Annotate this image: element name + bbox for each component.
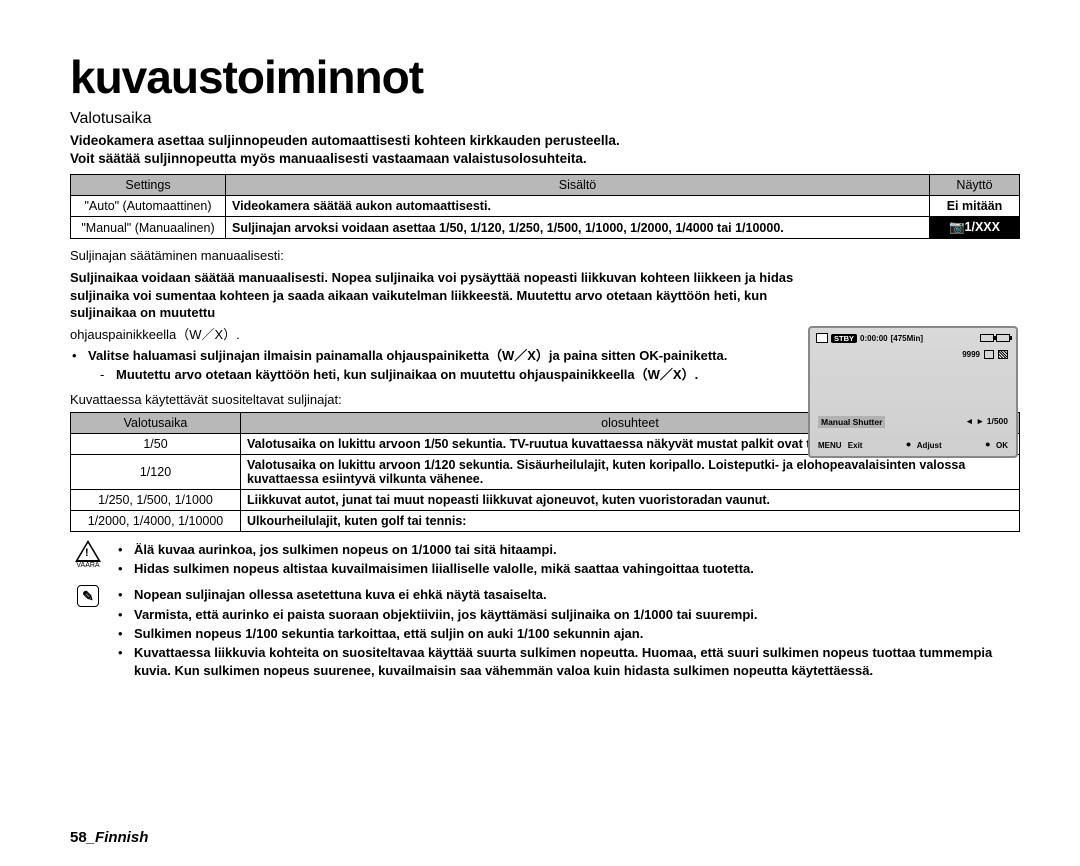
intro-line-2: Voit säätää suljinnopeutta myös manuaali…	[70, 151, 587, 166]
table-row: "Manual" (Manuaalinen) Suljinajan arvoks…	[71, 217, 1020, 239]
table-row: "Auto" (Automaattinen) Videokamera säätä…	[71, 196, 1020, 217]
note-block: ✎ •Nopean suljinajan ollessa asetettuna …	[70, 585, 1020, 681]
time-label: 0:00:00	[860, 334, 888, 343]
cell-shutter: 1/250, 1/500, 1/1000	[71, 490, 241, 511]
manual-mode-label: Manual Shutter	[818, 416, 885, 428]
page-title: kuvaustoiminnot	[70, 50, 1020, 104]
bullet-dot: •	[70, 347, 88, 365]
dash-icon: -	[100, 366, 116, 384]
paragraph: ohjauspainikkeella（W／X）.	[70, 326, 800, 344]
table-row: 1/2000, 1/4000, 1/10000 Ulkourheilulajit…	[71, 511, 1020, 532]
warning-item: Hidas sulkimen nopeus altistaa kuvailmai…	[134, 560, 1020, 578]
battery-icon	[980, 334, 1010, 342]
warning-label: VAARA	[76, 562, 99, 569]
cell-shutter: 1/2000, 1/4000, 1/10000	[71, 511, 241, 532]
shutter-value: ► 1/500	[976, 416, 1008, 426]
cell-display: Ei mitään	[930, 196, 1020, 217]
page-lang: Finnish	[95, 829, 148, 846]
joystick-icon: ⏺	[907, 440, 911, 450]
lcd-preview: STBY 0:00:00 [475Min] 9999 Manual Shutte…	[808, 326, 1018, 458]
page-footer: 58_Finnish	[70, 829, 148, 846]
remain-label: [475Min]	[891, 334, 923, 343]
paragraph: Suljinaikaa voidaan säätää manuaalisesti…	[70, 269, 800, 322]
page-number: 58	[70, 829, 87, 846]
subtitle: Valotusaika	[70, 110, 1020, 128]
card-icon	[984, 350, 994, 359]
cell-shutter: 1/120	[71, 455, 241, 490]
cell-setting: "Auto" (Automaattinen)	[71, 196, 226, 217]
th-content: Sisältö	[226, 175, 930, 196]
warning-icon: !	[75, 540, 101, 562]
sub-bullet-text: Muutettu arvo otetaan käyttöön heti, kun…	[116, 366, 800, 384]
table-header-row: Settings Sisältö Näyttö	[71, 175, 1020, 196]
cell-cond: Ulkourheilulajit, kuten golf tai tennis:	[241, 511, 1020, 532]
ok-icon: ⏺	[986, 440, 990, 450]
cell-shutter: 1/50	[71, 434, 241, 455]
th-shutter: Valotusaika	[71, 413, 241, 434]
film-icon	[816, 333, 828, 343]
table-row: 1/250, 1/500, 1/1000 Liikkuvat autot, ju…	[71, 490, 1020, 511]
settings-table: Settings Sisältö Näyttö "Auto" (Automaat…	[70, 174, 1020, 239]
note-item: Sulkimen nopeus 1/100 sekuntia tarkoitta…	[134, 625, 1020, 643]
cell-cond: Valotusaika on lukittu arvoon 1/120 seku…	[241, 455, 1020, 490]
count-label: 9999	[962, 350, 980, 359]
section-heading: Suljinajan säätäminen manuaalisesti:	[70, 247, 1020, 265]
exit-label: Exit	[848, 441, 863, 450]
warning-item: Älä kuvaa aurinkoa, jos sulkimen nopeus …	[134, 541, 1020, 559]
bullet-text: Valitse haluamasi suljinajan ilmaisin pa…	[88, 347, 800, 365]
note-item: Varmista, että aurinko ei paista suoraan…	[134, 606, 1020, 624]
menu-label: MENU	[818, 441, 842, 450]
stby-badge: STBY	[831, 334, 857, 343]
ok-label: OK	[996, 441, 1008, 450]
cell-setting: "Manual" (Manuaalinen)	[71, 217, 226, 239]
grid-icon	[998, 350, 1008, 359]
cell-cond: Liikkuvat autot, junat tai muut nopeasti…	[241, 490, 1020, 511]
intro-line-1: Videokamera asettaa suljinnopeuden autom…	[70, 133, 620, 148]
cell-content: Videokamera säätää aukon automaattisesti…	[226, 196, 930, 217]
th-display: Näyttö	[930, 175, 1020, 196]
manual-value: ◄ ► 1/500	[965, 416, 1008, 428]
note-icon: ✎	[77, 585, 99, 607]
adjust-label: Adjust	[917, 441, 942, 450]
cell-display-icon: 📷1/XXX	[930, 217, 1020, 239]
cell-content: Suljinajan arvoksi voidaan asettaa 1/50,…	[226, 217, 930, 239]
th-settings: Settings	[71, 175, 226, 196]
intro-text: Videokamera asettaa suljinnopeuden autom…	[70, 132, 1020, 168]
note-item: Nopean suljinajan ollessa asetettuna kuv…	[134, 586, 1020, 604]
table-row: 1/120 Valotusaika on lukittu arvoon 1/12…	[71, 455, 1020, 490]
note-item: Kuvattaessa liikkuvia kohteita on suosit…	[134, 644, 1020, 680]
arrow-left-icon: ◄	[965, 416, 973, 426]
warning-block: ! VAARA •Älä kuvaa aurinkoa, jos sulkime…	[70, 540, 1020, 579]
